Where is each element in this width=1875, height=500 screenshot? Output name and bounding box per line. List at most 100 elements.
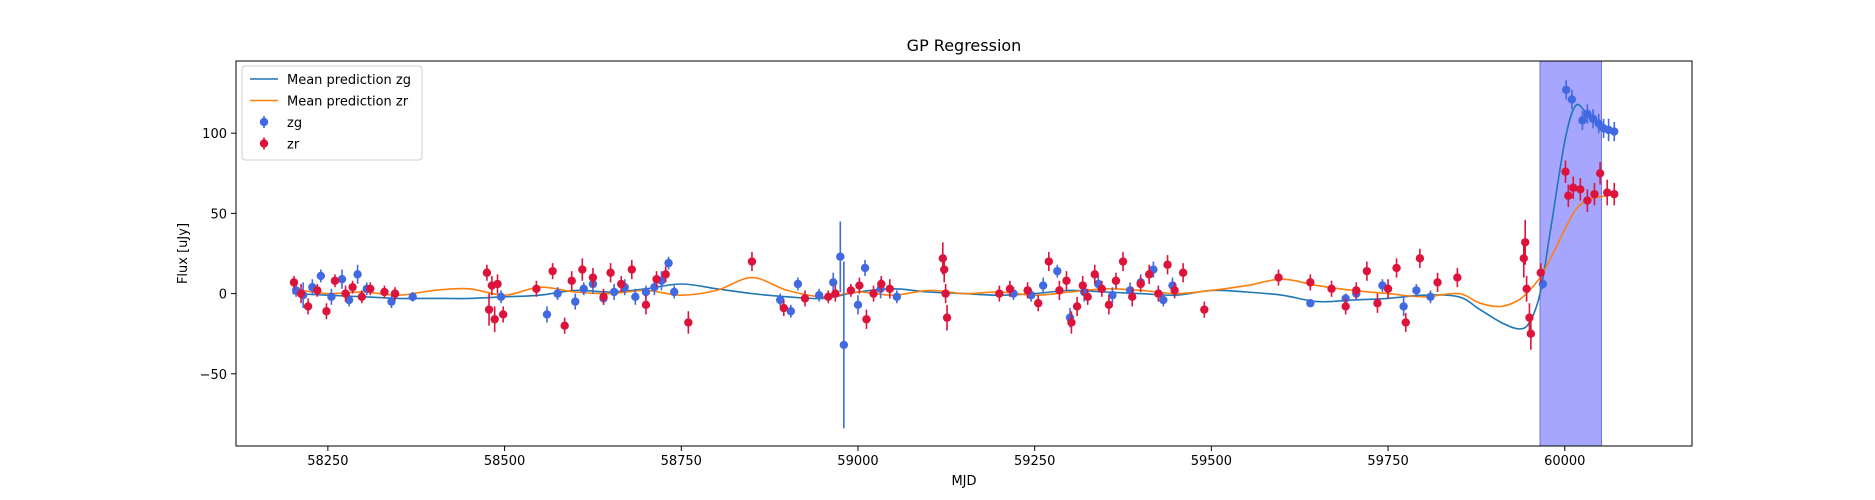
series-zr-point: [482, 268, 492, 277]
series-zr-point: [484, 305, 494, 314]
chart-title: GP Regression: [907, 36, 1022, 55]
series-zg-point: [1412, 286, 1421, 295]
series-zg-point: [1426, 292, 1435, 302]
series-zr-point: [800, 294, 810, 303]
series-zr-point: [548, 266, 557, 276]
series-zr-point: [348, 282, 357, 292]
series-zr-point: [1111, 276, 1121, 285]
series-zg-point: [1159, 295, 1168, 305]
series-zr-point: [1062, 276, 1071, 285]
series-zg-point: [496, 292, 506, 302]
series-zr-point: [869, 289, 878, 298]
series-zr-point: [846, 286, 856, 295]
series-zr-point: [1005, 284, 1015, 293]
x-axis-label: MJD: [951, 474, 976, 489]
series-zr-point: [289, 278, 299, 287]
series-zr-point: [1055, 286, 1064, 295]
x-tick-label: 58750: [661, 454, 702, 469]
series-zg-point: [853, 300, 863, 310]
series-zr-point: [942, 313, 952, 322]
series-zr-point: [560, 321, 569, 330]
series-zr-point: [617, 279, 626, 289]
series-zg-point: [860, 263, 870, 273]
series-zr-point: [1327, 284, 1336, 293]
series-zr-point: [1525, 313, 1534, 322]
series-zr-point: [1128, 292, 1137, 302]
series-zg-point: [571, 297, 580, 306]
series-zr-point: [627, 265, 637, 274]
series-zr-point: [1144, 270, 1154, 279]
series-zr-point: [1044, 257, 1054, 266]
series-zr-point: [747, 257, 757, 266]
series-zr-point: [940, 265, 949, 274]
series-zg-point: [836, 252, 845, 261]
series-zr-point: [1590, 189, 1599, 199]
series-zr-point: [877, 279, 886, 289]
series-zr-point: [567, 276, 576, 285]
legend-label-zg: zg: [287, 116, 302, 131]
series-zr-point: [862, 315, 871, 324]
series-zg-point: [1108, 291, 1117, 300]
series-zr-point: [390, 289, 400, 298]
series-zr-point: [1453, 273, 1462, 282]
x-tick-label: 59750: [1367, 454, 1408, 469]
series-zr-point: [1352, 286, 1361, 295]
series-zr-point: [1520, 238, 1530, 247]
series-zr-point: [1178, 268, 1188, 277]
series-zr-point: [1083, 292, 1092, 302]
series-zr-point: [1383, 284, 1393, 293]
series-zr-point: [357, 292, 367, 302]
series-zg-point: [814, 291, 824, 300]
series-zg-point: [1053, 266, 1062, 276]
series-zr-point: [1610, 189, 1619, 199]
x-tick-label: 58500: [484, 454, 525, 469]
legend-swatch-zg: [259, 117, 269, 127]
series-zg-point: [1578, 116, 1587, 125]
series-zg-point: [892, 292, 902, 302]
series-zr-point: [1415, 254, 1425, 263]
series-zr-point: [995, 289, 1004, 298]
series-zr-point: [1090, 270, 1099, 279]
series-zr-point: [641, 300, 651, 310]
series-zr-point: [296, 289, 306, 298]
series-zr-point: [1519, 254, 1528, 263]
x-tick-label: 60000: [1544, 454, 1585, 469]
series-zg-point: [1583, 109, 1592, 119]
series-zg-point: [829, 278, 838, 287]
series-zg-point: [1399, 302, 1408, 311]
series-zr-point: [661, 270, 670, 279]
series-zr-point: [1401, 318, 1410, 327]
x-tick-label: 59500: [1191, 454, 1232, 469]
series-zr-point: [1341, 302, 1350, 311]
series-zr-point: [1118, 257, 1128, 266]
series-zr-point: [1595, 169, 1605, 178]
series-zr-point: [1023, 286, 1032, 295]
series-zr-point: [1569, 183, 1578, 192]
series-zr-point: [1274, 273, 1283, 282]
series-zg-point: [609, 287, 619, 297]
series-zr-point: [578, 265, 587, 274]
plot-area: [236, 61, 1692, 446]
series-zg-point: [408, 292, 417, 302]
series-zg-point: [1610, 127, 1619, 136]
series-zr-point: [1433, 278, 1442, 287]
series-zg-point: [641, 287, 651, 297]
series-zg-point: [1567, 95, 1577, 104]
series-zg-point: [579, 284, 588, 293]
y-tick-label: −50: [200, 368, 227, 383]
series-zr-point: [1576, 185, 1585, 194]
legend-label-mean-prediction-zg: Mean prediction zg: [287, 73, 411, 88]
y-axis-label: Flux [uJy]: [176, 223, 191, 284]
series-zg-point: [664, 258, 673, 268]
series-zr-point: [1104, 300, 1114, 310]
series-zr-point: [885, 284, 894, 293]
series-zg-point: [1306, 299, 1315, 308]
series-zr-point: [1564, 191, 1573, 200]
series-zg-point: [839, 340, 849, 350]
y-tick-label: 0: [219, 288, 227, 303]
series-zr-point: [1034, 299, 1043, 308]
series-zr-point: [1583, 196, 1592, 205]
plot-frame: [235, 60, 1693, 447]
series-zg-point: [1341, 294, 1350, 303]
series-zr-point: [1306, 278, 1315, 287]
